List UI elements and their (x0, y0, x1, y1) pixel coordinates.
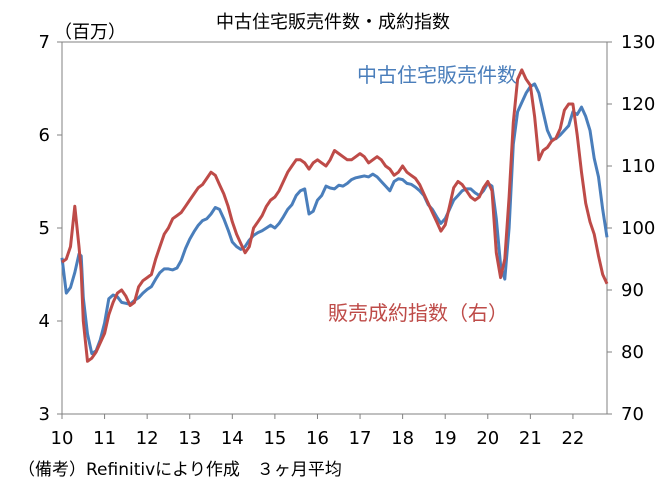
chart-title: 中古住宅販売件数・成約指数 (216, 12, 450, 33)
x-tick-label: 17 (349, 428, 372, 449)
right-tick-label: 130 (621, 32, 655, 53)
x-tick-label: 19 (434, 428, 457, 449)
right-axis-ticks: 70 80 90 100 110 120 130 (607, 32, 655, 425)
x-tick-label: 21 (519, 428, 542, 449)
x-tick-label: 13 (178, 428, 201, 449)
right-tick-label: 120 (621, 94, 655, 115)
right-tick-label: 110 (621, 156, 655, 177)
left-tick-label: 7 (39, 32, 50, 53)
series-line-index (61, 68, 609, 363)
series-label-index: 販売成約指数（右） (328, 301, 508, 325)
x-axis-ticks: 10 11 12 13 14 15 16 17 18 19 20 21 22 (51, 414, 584, 449)
left-tick-label: 6 (39, 125, 50, 146)
x-tick-label: 15 (263, 428, 286, 449)
x-tick-label: 12 (136, 428, 159, 449)
x-tick-label: 11 (93, 428, 116, 449)
right-tick-label: 70 (621, 404, 644, 425)
left-axis-ticks: 3 4 5 6 7 (39, 32, 62, 425)
x-tick-label: 10 (51, 428, 74, 449)
left-tick-label: 3 (39, 404, 50, 425)
right-tick-label: 90 (621, 280, 644, 301)
left-tick-label: 5 (39, 218, 50, 239)
x-tick-label: 16 (306, 428, 329, 449)
right-tick-label: 100 (621, 218, 655, 239)
x-tick-label: 14 (221, 428, 244, 449)
x-tick-label: 20 (476, 428, 499, 449)
series-line-sales (60, 82, 609, 356)
x-tick-label: 18 (391, 428, 414, 449)
right-tick-label: 80 (621, 342, 644, 363)
x-tick-label: 22 (561, 428, 584, 449)
series-label-sales: 中古住宅販売件数 (357, 63, 517, 87)
left-axis-unit: （百万） (54, 22, 126, 43)
left-tick-label: 4 (39, 311, 50, 332)
footnote: （備考）Refinitivにより作成 ３ヶ月平均 (18, 460, 342, 480)
